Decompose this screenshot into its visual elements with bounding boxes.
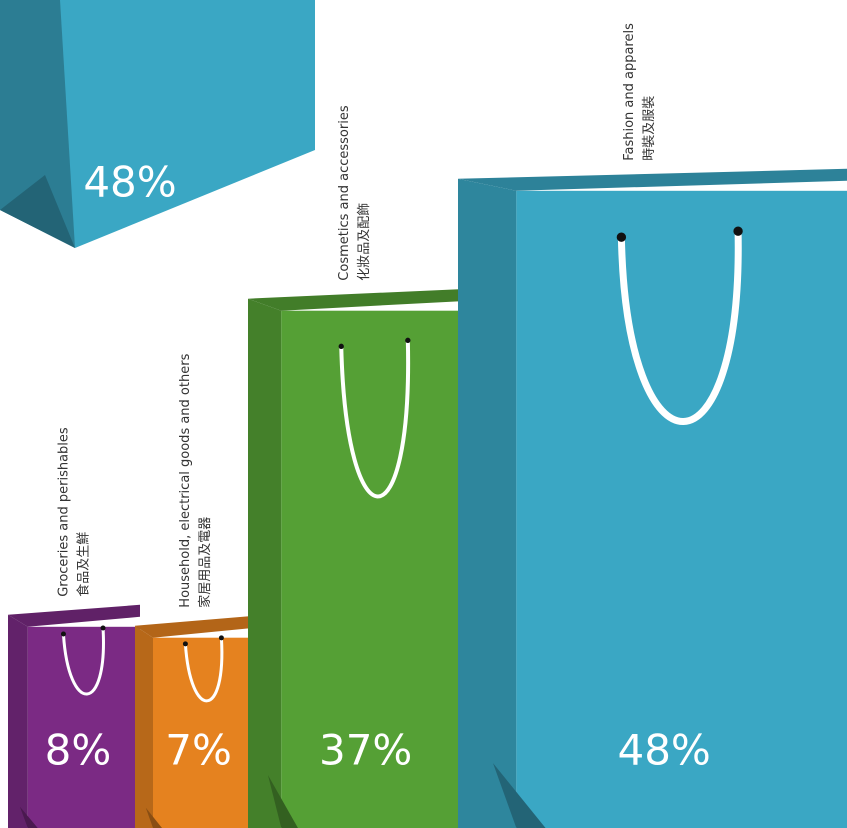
percent-label: 7% [165, 726, 232, 775]
handle-hole [338, 343, 344, 350]
category-label: Fashion and apparels [622, 23, 637, 161]
bag-top [458, 168, 847, 191]
handle-hole [182, 641, 188, 647]
bag-top [8, 604, 140, 627]
bag-front [153, 637, 255, 828]
bag: 7% [135, 615, 255, 828]
bag-fold [19, 806, 38, 828]
percent-label: 8% [45, 726, 112, 775]
bag-front [516, 190, 847, 828]
category-label: Groceries and perishables [56, 427, 71, 597]
category-label: Cosmetics and accessories [337, 105, 352, 281]
bag-fold [0, 175, 75, 248]
bag-top [135, 615, 255, 638]
bag-fold [145, 807, 162, 828]
category-label-zh: 化妝品及配飾 [357, 203, 372, 281]
percent-label: 48% [83, 158, 176, 207]
bag-top [248, 288, 470, 311]
bag-handle [61, 626, 105, 696]
handle-hole [733, 226, 743, 236]
bag-front [60, 0, 315, 248]
percent-label: 37% [319, 726, 412, 775]
bag: 8% [8, 604, 140, 828]
percent-label: 48% [617, 726, 710, 775]
bag-fold [493, 763, 546, 828]
header-bag: 48% [0, 0, 315, 248]
category-label-zh: 家居用品及電器 [197, 517, 213, 608]
bag-side [458, 178, 517, 828]
bag-handle [183, 636, 224, 703]
bag-front [281, 310, 470, 828]
bag-side [8, 614, 28, 828]
bag-side [0, 0, 75, 248]
handle-hole [405, 337, 411, 344]
bag: 37% [248, 288, 470, 828]
bag-side [135, 625, 153, 828]
category-label-zh: 食品及生鮮 [75, 532, 91, 597]
category-label-zh: 時裝及服裝 [642, 96, 657, 161]
bag-handle [339, 338, 411, 499]
handle-hole [218, 635, 224, 641]
category-label: Household, electrical goods and others [178, 353, 193, 607]
bag-front [27, 626, 140, 828]
handle-hole [60, 631, 66, 637]
bag-fold [267, 775, 298, 828]
handle-hole [100, 625, 106, 631]
bag-handle [617, 227, 742, 425]
bag-side [248, 298, 282, 828]
bag: 48% [458, 168, 847, 828]
handle-hole [616, 232, 627, 242]
